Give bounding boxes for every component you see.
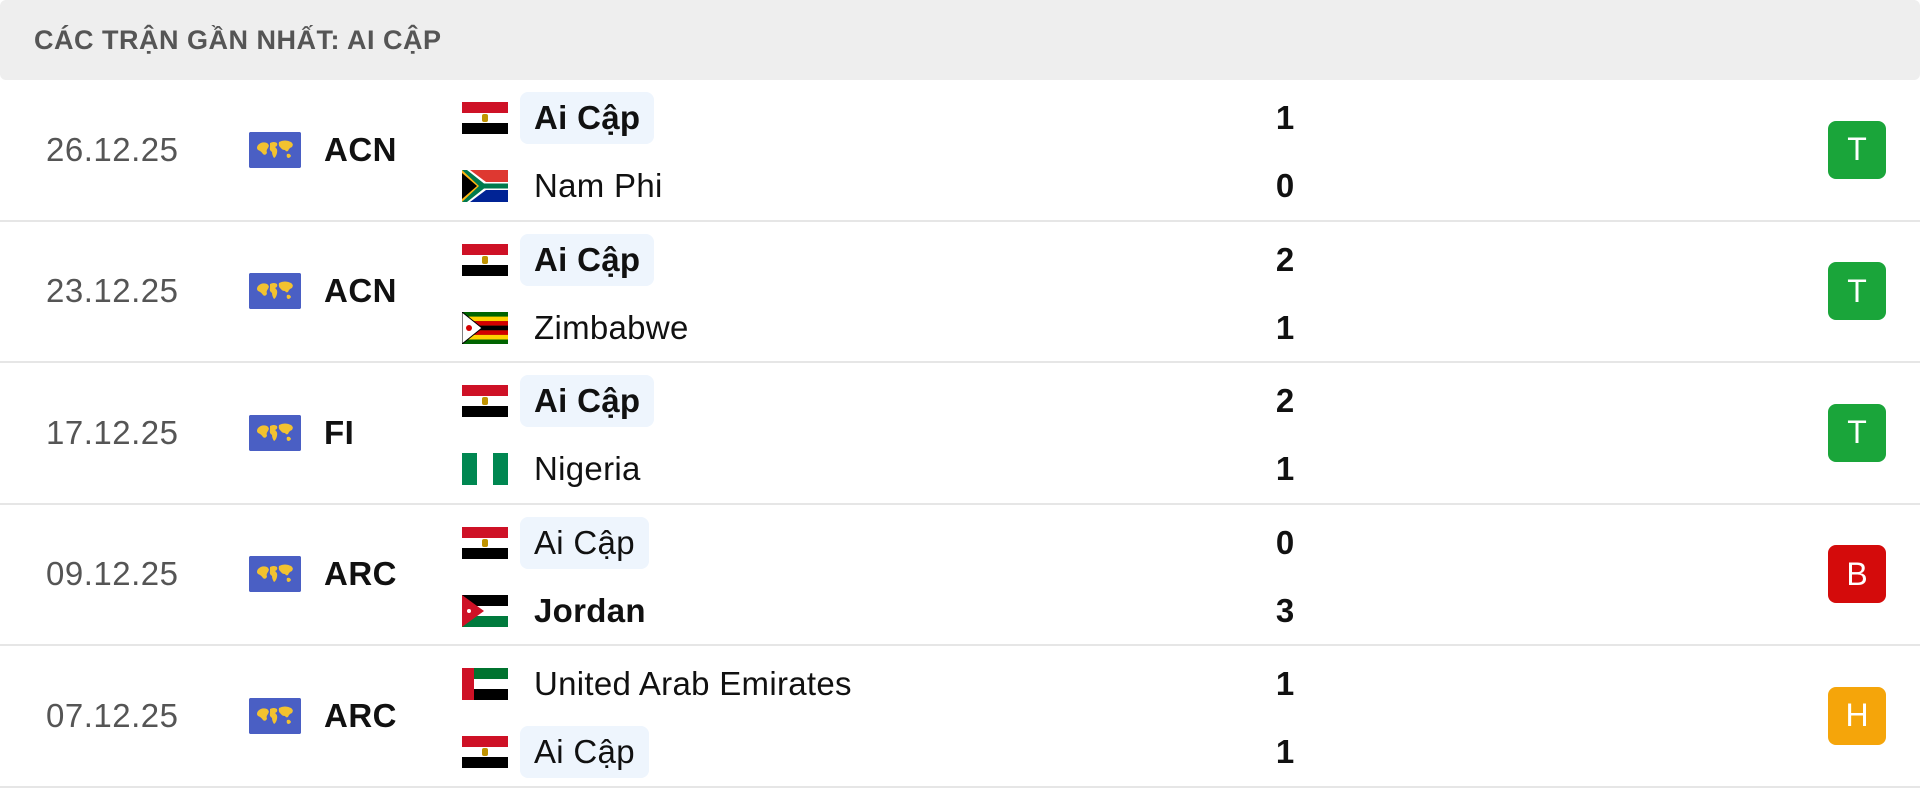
team-name[interactable]: Ai Cập [520,92,655,144]
away-team[interactable]: Jordan [462,585,660,637]
home-team[interactable]: Ai Cập [462,92,655,144]
match-date: 17.12.25 [46,413,179,451]
world-map-icon [249,131,301,168]
team-name[interactable]: Nam Phi [534,167,663,204]
world-map-icon [249,273,301,310]
away-team[interactable]: Nigeria [462,443,655,495]
league-name[interactable]: ACN [324,130,397,168]
result-badge: T [1828,262,1886,321]
egypt-flag-icon [462,736,508,768]
league-name[interactable]: ARC [324,555,397,593]
team-name[interactable]: Ai Cập [520,375,655,427]
away-team[interactable]: Ai Cập [462,726,649,778]
zimbabwe-flag-icon [462,311,508,344]
team-name[interactable]: Ai Cập [520,233,655,286]
egypt-flag-icon [462,526,508,559]
league-name[interactable]: FI [324,413,355,451]
team-name[interactable]: Ai Cập [520,726,649,778]
team-name[interactable]: Nigeria [534,450,641,487]
away-score: 1 [1275,450,1295,487]
league-name[interactable]: ACN [324,272,397,310]
match-row[interactable]: 17.12.25 FI Ai Cập Nigeria 2 1 T [0,363,1920,505]
home-score: 1 [1275,99,1295,136]
league-name[interactable]: ARC [324,696,397,734]
away-score: 1 [1275,308,1295,346]
away-score: 3 [1275,591,1295,629]
home-team[interactable]: Ai Cập [462,375,655,427]
section-header: CÁC TRẬN GẦN NHẤT: AI CẬP [0,0,1920,80]
match-row[interactable]: 09.12.25 ARC Ai Cập Jordan 0 3 B [0,505,1920,646]
away-score: 1 [1275,733,1295,770]
home-score: 0 [1275,523,1295,561]
section-title: CÁC TRẬN GẦN NHẤT: AI CẬP [34,24,442,55]
match-row[interactable]: 26.12.25 ACN Ai Cập Nam Phi 1 0 T [0,80,1920,222]
jordan-flag-icon [462,594,508,627]
uae-flag-icon [462,668,508,700]
match-date: 26.12.25 [46,130,179,168]
home-score: 2 [1275,240,1295,278]
away-team[interactable]: Zimbabwe [462,302,703,354]
world-map-icon [249,414,301,451]
result-badge: H [1828,686,1886,745]
team-name[interactable]: Jordan [534,591,646,629]
result-badge: B [1828,545,1886,604]
south-africa-flag-icon [462,170,508,202]
home-team[interactable]: Ai Cập [462,516,649,569]
egypt-flag-icon [462,102,508,134]
team-name[interactable]: United Arab Emirates [534,665,852,702]
result-badge: T [1828,403,1886,462]
world-map-icon [249,697,301,734]
match-date: 23.12.25 [46,272,179,310]
egypt-flag-icon [462,243,508,276]
world-map-icon [249,556,301,593]
match-date: 09.12.25 [46,555,179,593]
match-date: 07.12.25 [46,696,179,734]
result-badge: T [1828,120,1886,179]
match-row[interactable]: 23.12.25 ACN Ai Cập Zimbabwe 2 1 T [0,222,1920,363]
home-score: 2 [1275,382,1295,419]
home-score: 1 [1275,665,1295,702]
home-team[interactable]: Ai Cập [462,233,655,286]
match-list: 26.12.25 ACN Ai Cập Nam Phi 1 0 T 23.12.… [0,80,1920,788]
away-score: 0 [1275,167,1295,204]
match-row[interactable]: 07.12.25 ARC United Arab Emirates Ai Cập… [0,646,1920,788]
home-team[interactable]: United Arab Emirates [462,658,866,710]
nigeria-flag-icon [462,453,508,485]
away-team[interactable]: Nam Phi [462,160,677,212]
egypt-flag-icon [462,385,508,417]
team-name[interactable]: Zimbabwe [534,308,689,346]
team-name[interactable]: Ai Cập [520,516,649,569]
